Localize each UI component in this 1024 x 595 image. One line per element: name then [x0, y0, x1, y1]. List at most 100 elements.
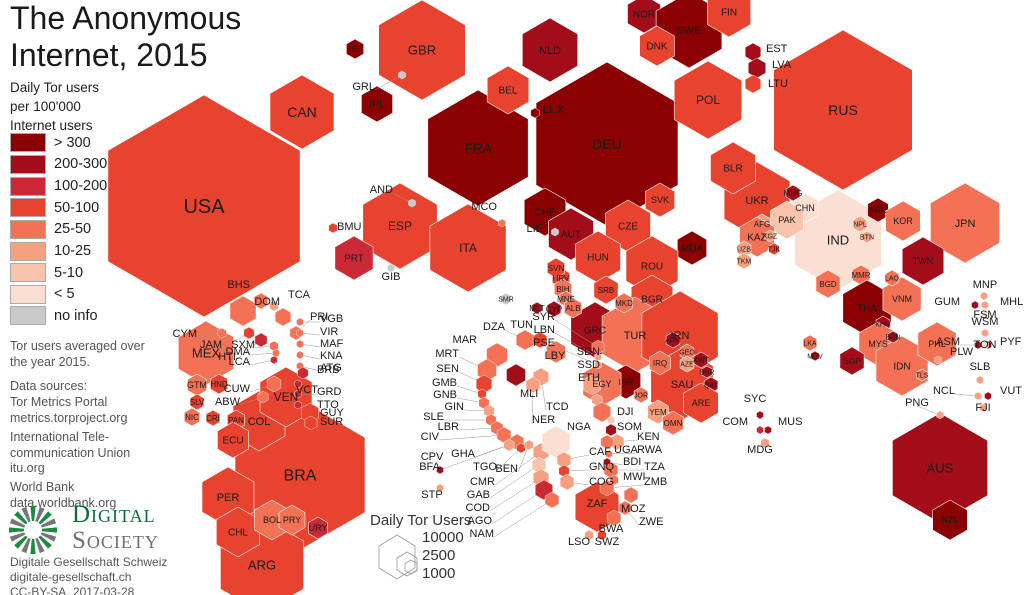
svg-text:COM: COM: [722, 416, 748, 428]
svg-text:NLD: NLD: [539, 45, 561, 57]
svg-text:LBY: LBY: [545, 350, 566, 362]
svg-text:TON: TON: [973, 339, 996, 351]
svg-text:GMB: GMB: [432, 377, 457, 389]
svg-text:URY: URY: [309, 523, 328, 533]
svg-text:VCT: VCT: [296, 384, 318, 396]
svg-text:MAR: MAR: [453, 334, 478, 346]
svg-text:BGR: BGR: [641, 295, 663, 306]
svg-text:GRD: GRD: [317, 386, 342, 398]
svg-text:COL: COL: [248, 416, 271, 428]
svg-text:SMR: SMR: [498, 296, 514, 303]
svg-text:COD: COD: [466, 502, 491, 514]
svg-text:UGA: UGA: [614, 444, 639, 456]
svg-text:ARM: ARM: [665, 337, 681, 344]
svg-text:MRT: MRT: [435, 348, 459, 360]
svg-text:TCA: TCA: [288, 289, 311, 301]
svg-text:BRA: BRA: [284, 468, 317, 485]
svg-text:PAK: PAK: [778, 215, 795, 225]
svg-text:BGD: BGD: [819, 280, 837, 289]
svg-text:AFG: AFG: [754, 220, 770, 229]
svg-text:CPV: CPV: [421, 451, 444, 463]
svg-text:TZA: TZA: [644, 461, 665, 473]
svg-text:LCA: LCA: [229, 356, 251, 368]
svg-text:HUN: HUN: [587, 253, 609, 264]
svg-text:NIC: NIC: [185, 413, 199, 422]
svg-text:TKM: TKM: [737, 258, 752, 265]
svg-text:CHN: CHN: [795, 203, 815, 213]
svg-text:CRI: CRI: [206, 414, 220, 423]
svg-text:UKR: UKR: [745, 195, 768, 207]
svg-text:LTU: LTU: [768, 78, 788, 90]
svg-text:BRN: BRN: [886, 334, 901, 341]
svg-text:CZE: CZE: [618, 222, 638, 233]
svg-text:NER: NER: [532, 414, 555, 426]
svg-text:DEU: DEU: [592, 136, 622, 152]
svg-text:SVN: SVN: [548, 264, 565, 273]
svg-text:JOR: JOR: [634, 392, 648, 399]
svg-text:ETH: ETH: [578, 372, 600, 384]
svg-text:HRV: HRV: [553, 274, 570, 283]
svg-text:PAN: PAN: [228, 416, 244, 425]
svg-text:TGO: TGO: [473, 461, 497, 473]
svg-text:EST: EST: [766, 43, 788, 55]
svg-text:CIV: CIV: [421, 431, 440, 443]
svg-text:TCD: TCD: [546, 401, 569, 413]
svg-text:GHA: GHA: [451, 448, 476, 460]
svg-text:BOL: BOL: [263, 515, 281, 525]
svg-text:ZWE: ZWE: [639, 516, 663, 528]
svg-text:NCL: NCL: [933, 385, 955, 397]
svg-text:VNM: VNM: [892, 294, 912, 304]
svg-text:KNA: KNA: [320, 350, 343, 362]
svg-text:MCO: MCO: [471, 201, 497, 213]
svg-text:SWZ: SWZ: [595, 536, 620, 548]
svg-text:COG: COG: [589, 476, 614, 488]
svg-text:PRY: PRY: [283, 515, 301, 525]
svg-text:ALB: ALB: [565, 304, 580, 313]
svg-text:FRA: FRA: [464, 140, 493, 156]
svg-text:MWI: MWI: [623, 471, 646, 483]
svg-text:NPL: NPL: [853, 221, 867, 228]
svg-text:PLW: PLW: [950, 346, 974, 358]
svg-text:MNG: MNG: [784, 189, 803, 198]
svg-text:USA: USA: [183, 196, 225, 218]
svg-text:SRB: SRB: [598, 286, 614, 295]
svg-text:WSM: WSM: [972, 316, 999, 328]
svg-text:ARG: ARG: [248, 558, 276, 573]
svg-text:ZAF: ZAF: [587, 498, 608, 510]
svg-text:RWA: RWA: [637, 444, 663, 456]
svg-text:BRB: BRB: [317, 364, 340, 376]
svg-text:JPN: JPN: [955, 218, 976, 230]
svg-text:AGO: AGO: [468, 515, 493, 527]
svg-text:MMR: MMR: [851, 271, 870, 280]
svg-text:MDV: MDV: [807, 353, 823, 360]
svg-text:SYC: SYC: [744, 393, 767, 405]
svg-text:BWA: BWA: [599, 523, 624, 535]
svg-text:CUW: CUW: [224, 383, 251, 395]
svg-text:ABW: ABW: [215, 396, 241, 408]
svg-text:SAU: SAU: [671, 379, 694, 391]
svg-text:SSD: SSD: [577, 359, 600, 371]
svg-text:NZL: NZL: [941, 515, 958, 525]
svg-text:LSO: LSO: [568, 536, 590, 548]
svg-text:SYR: SYR: [532, 311, 555, 323]
svg-text:FJI: FJI: [975, 402, 990, 414]
svg-text:SVK: SVK: [651, 195, 669, 205]
svg-text:MDG: MDG: [747, 444, 773, 456]
svg-text:POL: POL: [696, 93, 720, 107]
svg-text:NAM: NAM: [470, 528, 494, 540]
svg-text:RUS: RUS: [828, 102, 858, 118]
svg-text:ROU: ROU: [641, 262, 663, 273]
svg-text:MLI: MLI: [520, 388, 538, 400]
svg-text:PRT: PRT: [344, 254, 364, 265]
svg-text:TJK: TJK: [768, 246, 781, 253]
svg-text:CAN: CAN: [287, 104, 317, 120]
svg-text:SUR: SUR: [320, 416, 343, 428]
svg-text:NGA: NGA: [567, 421, 592, 433]
svg-text:OMN: OMN: [664, 419, 683, 428]
svg-text:TUR: TUR: [624, 330, 647, 342]
svg-text:BMU: BMU: [337, 221, 362, 233]
svg-text:PYF: PYF: [1000, 336, 1022, 348]
svg-text:SGP: SGP: [844, 357, 861, 366]
svg-text:ESP: ESP: [388, 219, 412, 233]
svg-text:SDN: SDN: [577, 346, 600, 358]
